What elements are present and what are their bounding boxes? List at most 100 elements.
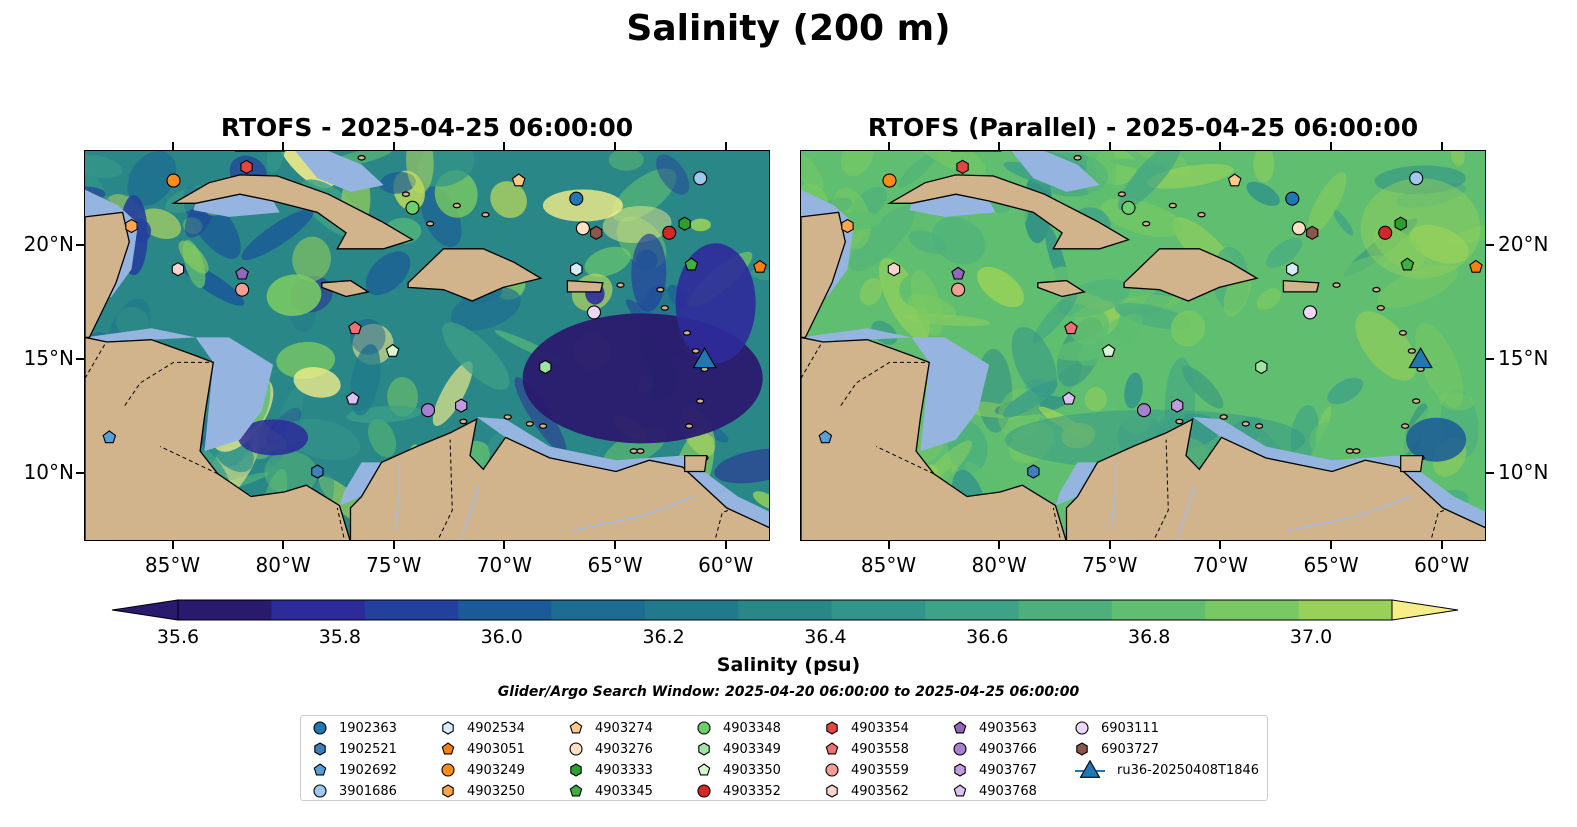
lon-tick-mark bbox=[503, 142, 506, 150]
lon-tick-mark bbox=[724, 541, 727, 549]
legend-hexagon-icon bbox=[1076, 742, 1088, 756]
obs-4903562 bbox=[887, 262, 901, 277]
legend-label: 4903768 bbox=[979, 783, 1037, 799]
obs-4903349 bbox=[1255, 359, 1268, 375]
legend-marker-icon bbox=[697, 784, 711, 798]
bahamas-bank bbox=[295, 151, 384, 192]
obs-6903111 bbox=[586, 305, 602, 320]
lon-tick-mark bbox=[1440, 142, 1443, 150]
legend-label: 4903766 bbox=[979, 741, 1037, 757]
obs-4903349 bbox=[539, 359, 552, 375]
legend-circle-icon bbox=[569, 742, 583, 756]
lon-tick-mark bbox=[503, 541, 506, 549]
legend-marker-icon bbox=[953, 742, 967, 756]
lat-tick-label: 20°N bbox=[23, 232, 74, 257]
legend-entry: 3901686 bbox=[311, 781, 397, 801]
obs-4903274 bbox=[511, 173, 526, 187]
lon-tick-mark bbox=[998, 142, 1001, 150]
obs-4903559 bbox=[951, 282, 966, 297]
obs-4903559 bbox=[235, 282, 250, 297]
lon-tick-mark bbox=[724, 142, 727, 150]
legend-circle-icon bbox=[697, 784, 711, 798]
legend-marker-icon bbox=[826, 784, 838, 798]
colorbar-segment bbox=[1205, 600, 1300, 620]
obs-4903563 bbox=[235, 266, 249, 280]
lat-tick-label: 15°N bbox=[1498, 346, 1549, 371]
obs-4903250 bbox=[841, 218, 854, 234]
legend-hexagon-icon bbox=[314, 742, 326, 756]
lat-tick-label: 10°N bbox=[1498, 459, 1549, 484]
obs-4903354 bbox=[240, 159, 253, 175]
colorbar-extend-high bbox=[1391, 599, 1459, 621]
legend-label: 4903562 bbox=[851, 783, 909, 799]
obs-1902363 bbox=[569, 191, 584, 206]
puerto-rico-land bbox=[566, 279, 604, 293]
legend-triangle-icon bbox=[1079, 760, 1101, 778]
legend-entry: 4903249 bbox=[439, 760, 525, 780]
obs-4903333 bbox=[1394, 216, 1407, 231]
obs-4903276 bbox=[575, 221, 590, 236]
colorbar-segment bbox=[458, 600, 553, 620]
obs-4903051 bbox=[1469, 259, 1483, 273]
venezuela-shelf bbox=[476, 417, 769, 528]
colorbar-segment bbox=[738, 600, 833, 620]
lon-tick-label: 60°W bbox=[1414, 553, 1470, 577]
legend-label: 4903352 bbox=[723, 783, 781, 799]
legend-marker-icon bbox=[441, 763, 455, 777]
legend-hexagon-icon bbox=[826, 721, 838, 735]
legend-entry: 4903051 bbox=[439, 739, 525, 759]
legend-entry: 4903354 bbox=[823, 718, 909, 738]
lon-tick-label: 75°W bbox=[1082, 553, 1138, 577]
lon-tick-mark bbox=[1330, 541, 1333, 549]
lon-tick-label: 80°W bbox=[971, 553, 1027, 577]
lon-tick-label: 65°W bbox=[587, 553, 643, 577]
legend-marker-icon bbox=[697, 721, 711, 735]
map-panel-rtofs-parallel[interactable] bbox=[800, 150, 1486, 541]
legend-marker-icon bbox=[953, 721, 967, 734]
legend-entry: 4903345 bbox=[567, 781, 653, 801]
legend-label: 4903345 bbox=[595, 783, 653, 799]
obs-4903558 bbox=[348, 321, 362, 335]
legend-entry: 4903350 bbox=[695, 760, 781, 780]
nicaragua-rise bbox=[195, 337, 274, 452]
legend-entry: 6903727 bbox=[1073, 739, 1159, 759]
hispaniola-land bbox=[407, 248, 543, 302]
legend-entry: 1902363 bbox=[311, 718, 397, 738]
legend-marker-icon bbox=[442, 784, 454, 798]
legend-marker-icon bbox=[825, 763, 839, 777]
legend-label: 3901686 bbox=[339, 783, 397, 799]
legend-hexagon-icon bbox=[954, 763, 966, 777]
legend-marker-icon bbox=[826, 721, 838, 735]
legend-marker-icon bbox=[314, 742, 326, 756]
colorbar-segment bbox=[551, 600, 646, 620]
lon-tick-label: 80°W bbox=[255, 553, 311, 577]
map-panel-rtofs[interactable] bbox=[84, 150, 770, 541]
obs-4903348 bbox=[1121, 200, 1136, 215]
obs-4903558 bbox=[1064, 321, 1078, 335]
legend-circle-icon bbox=[697, 721, 711, 735]
obs-3901686 bbox=[1409, 171, 1424, 186]
obs-4903766 bbox=[420, 403, 436, 418]
legend-label: 4903349 bbox=[723, 741, 781, 757]
legend-circle-icon bbox=[313, 721, 327, 735]
legend-label: 4903274 bbox=[595, 720, 653, 736]
legend-circle-icon bbox=[825, 763, 839, 777]
lon-tick-mark bbox=[887, 142, 890, 150]
legend-label: 6903111 bbox=[1101, 720, 1159, 736]
obs-4903051 bbox=[753, 259, 767, 273]
panel-title-rtofs-parallel: RTOFS (Parallel) - 2025-04-25 06:00:00 bbox=[867, 113, 1419, 142]
legend-label: 4903333 bbox=[595, 762, 653, 778]
colorbar-segment bbox=[1298, 600, 1393, 620]
obs-4903352 bbox=[662, 225, 677, 240]
legend-label: 1902692 bbox=[339, 762, 397, 778]
legend-entry: 4903558 bbox=[823, 739, 909, 759]
legend-hexagon-icon bbox=[442, 721, 454, 735]
legend-entry: 4903767 bbox=[951, 760, 1037, 780]
panel-title-rtofs: RTOFS - 2025-04-25 06:00:00 bbox=[220, 113, 634, 142]
legend-entry: 4903562 bbox=[823, 781, 909, 801]
colorbar-segment bbox=[271, 600, 366, 620]
obs-4903274 bbox=[1227, 173, 1242, 187]
legend-label: 4903249 bbox=[467, 762, 525, 778]
lon-tick-label: 70°W bbox=[1192, 553, 1249, 577]
legend-label: 4903767 bbox=[979, 762, 1037, 778]
